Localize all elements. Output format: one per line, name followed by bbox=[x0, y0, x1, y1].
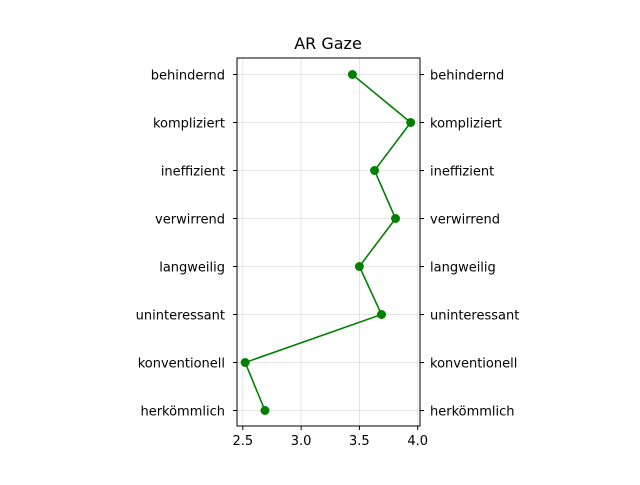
y-tick-label-left: konventionell bbox=[138, 357, 225, 372]
series-line bbox=[244, 73, 412, 411]
y-tick-label-right: herkömmlich bbox=[430, 405, 515, 420]
x-tick-label: 2.5 bbox=[232, 434, 253, 449]
data-point bbox=[406, 118, 416, 127]
y-tick-label-left: behindernd bbox=[151, 69, 225, 84]
data-point bbox=[347, 70, 357, 79]
axis-layer: 2.5 3.0 3.5 4.0 behindernd behindernd komplizi… bbox=[136, 69, 520, 450]
y-tick-label-left: verwirrend bbox=[155, 213, 225, 228]
x-tick-label: 3.5 bbox=[349, 434, 370, 449]
data-point bbox=[260, 406, 270, 415]
y-tick-label-right: langweilig bbox=[430, 261, 496, 276]
chart-title: AR Gaze bbox=[294, 34, 362, 53]
y-tick-label-right: behindernd bbox=[430, 69, 504, 84]
y-tick-label-left: ineffizient bbox=[161, 165, 225, 180]
data-point bbox=[354, 262, 364, 271]
y-tick-label-left: langweilig bbox=[159, 261, 225, 276]
y-tick-label-left: herkömmlich bbox=[140, 405, 225, 420]
grid-layer bbox=[237, 58, 420, 426]
x-tick-label: 4.0 bbox=[407, 434, 428, 449]
y-tick-label-right: verwirrend bbox=[430, 213, 500, 228]
y-tick-label-left: kompliziert bbox=[153, 117, 225, 132]
data-point bbox=[377, 310, 387, 319]
y-tick-label-left: uninteressant bbox=[136, 309, 225, 324]
x-tick-label: 3.0 bbox=[291, 434, 312, 449]
y-tick-label-right: konventionell bbox=[430, 357, 517, 372]
y-tick-label-right: kompliziert bbox=[430, 117, 502, 132]
series-layer bbox=[240, 70, 416, 415]
data-point bbox=[370, 166, 380, 175]
y-tick-label-right: uninteressant bbox=[430, 309, 519, 324]
y-tick-label-right: ineffizient bbox=[430, 165, 494, 180]
data-point bbox=[391, 214, 401, 223]
data-point bbox=[240, 358, 250, 367]
plot-frame bbox=[236, 57, 421, 427]
